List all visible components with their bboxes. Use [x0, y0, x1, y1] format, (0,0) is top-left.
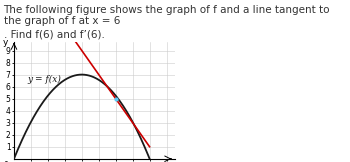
- Text: x: x: [172, 160, 178, 162]
- Text: 0: 0: [4, 161, 9, 162]
- Text: The following figure shows the graph of f and a line tangent to the graph of f a: The following figure shows the graph of …: [4, 5, 330, 26]
- Text: . Find f(6) and f’(6).: . Find f(6) and f’(6).: [4, 29, 104, 39]
- Text: y = f(x): y = f(x): [28, 75, 62, 84]
- Text: y: y: [3, 38, 8, 47]
